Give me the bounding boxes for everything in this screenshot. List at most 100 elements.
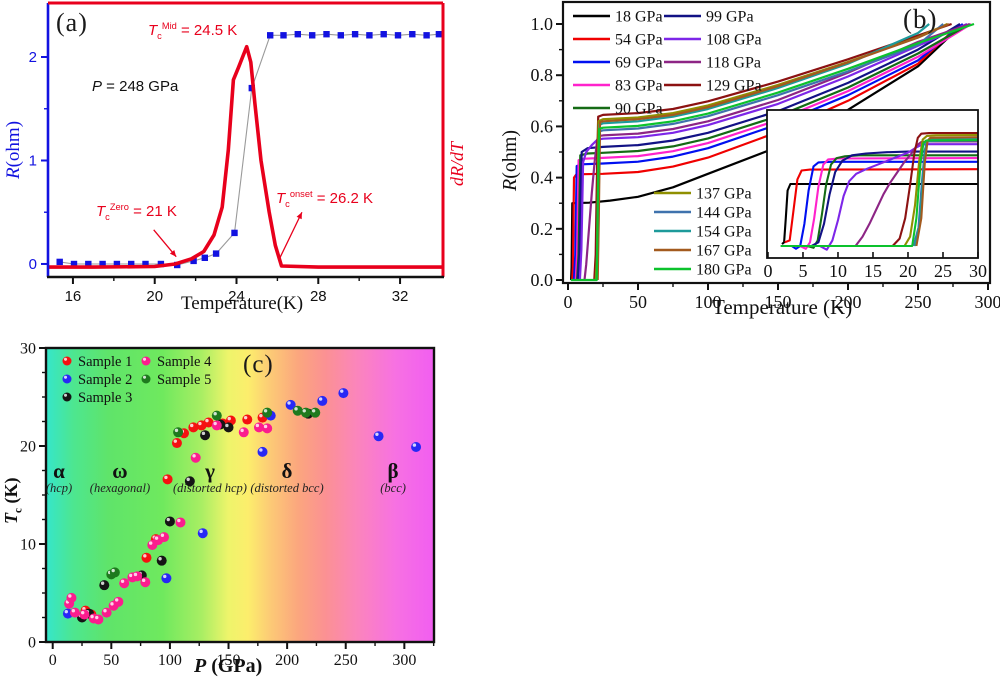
tc-onset-subscript: c — [285, 199, 290, 209]
data-point-square — [56, 258, 63, 266]
b-x-tick-label: 0 — [563, 292, 572, 312]
tc-mid-superscript: Mid — [161, 21, 177, 31]
ball-highlight — [68, 594, 72, 598]
a-y-tick-label: 1 — [29, 152, 37, 169]
b-inset-curve-167-GPa — [915, 136, 978, 247]
ball-highlight — [154, 536, 159, 540]
b-y-tick-label: 0.8 — [531, 65, 554, 85]
a-ticks: 16 20 24 28 32 0 1 2 — [29, 49, 409, 305]
phase-name: (hcp) — [46, 481, 72, 495]
ball-highlight — [259, 413, 263, 418]
data-ball — [156, 555, 167, 566]
b-inset-tick-label: 10 — [829, 261, 847, 281]
data-ball — [99, 580, 110, 591]
pressure-value: = 248 GPa — [102, 78, 179, 95]
ball-highlight — [213, 421, 217, 426]
data-point-square — [337, 32, 344, 39]
panel-b-y-axis-title: R(ohm) — [499, 130, 521, 191]
tc-subscript: c — [12, 508, 25, 513]
ball-highlight — [199, 529, 203, 534]
data-ball — [62, 374, 72, 384]
tc-mid-subscript: c — [157, 31, 162, 41]
phase-symbol: ω — [112, 459, 127, 483]
data-point-square — [366, 32, 373, 39]
pressure-unit: (GPa) — [206, 655, 263, 677]
legend-label: 54 GPa — [615, 32, 663, 49]
ball-highlight — [192, 454, 196, 458]
data-ball — [162, 474, 173, 485]
ball-highlight — [205, 418, 209, 423]
phase-symbol: α — [53, 459, 65, 483]
data-ball — [161, 573, 172, 584]
c-x-tick-label: 100 — [158, 652, 182, 669]
legend-label: 83 GPa — [615, 78, 663, 95]
data-ball — [140, 577, 151, 588]
tc-zero-superscript: Zero — [109, 202, 129, 212]
ball-highlight — [142, 357, 147, 361]
c-legend-label: Sample 2 — [78, 372, 132, 388]
ball-highlight — [227, 416, 231, 421]
b-legend: 18 GPa 54 GPa 69 GPa 83 GPa 90 GPa 99 GPa 108 … — [573, 9, 762, 279]
ball-highlight — [90, 614, 94, 619]
ball-highlight — [190, 423, 194, 428]
data-ball — [262, 407, 273, 418]
a-y-tick-label: 2 — [29, 49, 37, 66]
b-inset-tick-label: 0 — [763, 261, 772, 281]
data-point-square — [280, 32, 287, 39]
b-inset-curve-129-GPa — [891, 132, 978, 247]
ball-highlight — [166, 517, 170, 522]
ball-highlight — [255, 423, 260, 428]
data-point-square — [409, 31, 416, 38]
tc-onset-value: = 26.2 K — [312, 190, 374, 207]
phase-name: (bcc) — [380, 481, 406, 495]
data-ball — [141, 552, 152, 563]
data-ball — [211, 410, 222, 421]
tc-zero-value: = 21 K — [128, 203, 177, 220]
data-ball — [113, 596, 124, 607]
ball-highlight — [340, 389, 344, 393]
phase-symbol: δ — [282, 459, 293, 483]
data-ball — [190, 452, 201, 463]
arrow-head — [169, 250, 177, 257]
legend-label: 137 GPa — [696, 186, 752, 203]
b-inset-curves — [780, 132, 978, 251]
b-inset-curve-137-GPa — [903, 133, 978, 247]
ball-highlight — [164, 475, 168, 480]
c-phase-gradient-background — [46, 348, 434, 642]
b-inset-tick-label: 25 — [934, 261, 952, 281]
panel-a-left-y-axis-title: R(ohm) — [3, 121, 24, 179]
ball-highlight — [287, 401, 291, 405]
phase-name: (hexagonal) — [90, 481, 150, 495]
b-curve-108-GPa — [578, 22, 968, 281]
ball-highlight — [263, 409, 268, 413]
data-ball — [317, 395, 328, 406]
data-ball — [257, 446, 268, 457]
c-y-tick-label: 0 — [28, 635, 36, 652]
data-point-square — [423, 32, 430, 39]
legend-label: 180 GPa — [696, 262, 752, 279]
data-ball — [173, 427, 184, 438]
ball-highlight — [63, 393, 68, 397]
legend-label: 118 GPa — [706, 55, 761, 72]
data-point-square — [190, 257, 197, 265]
c-x-tick-label: 0 — [49, 652, 57, 669]
b-x-tick-label: 100 — [694, 292, 721, 312]
data-ball — [184, 476, 195, 487]
b-inset-tick-label: 20 — [899, 261, 917, 281]
panel-a-tc-onset-annotation: Tconset = 26.2 K — [276, 189, 374, 209]
c-phase-labels: α(hcp) ω(hexagonal) γ(distorted hcp) δ(dist… — [46, 459, 406, 495]
data-point-square — [394, 32, 402, 39]
phase-name: (distorted hcp) — [173, 481, 247, 495]
data-point-square — [231, 229, 238, 237]
ball-highlight — [110, 602, 114, 606]
phase-name: (distorted bcc) — [250, 481, 323, 495]
data-ball — [262, 423, 273, 434]
legend-label: 144 GPa — [696, 205, 752, 222]
c-y-tick-label: 10 — [20, 537, 36, 554]
legend-label: 167 GPa — [696, 243, 752, 260]
ball-highlight — [201, 431, 206, 436]
phase-symbol: β — [388, 459, 399, 483]
ball-highlight — [141, 578, 146, 583]
legend-label: 154 GPa — [696, 224, 752, 241]
